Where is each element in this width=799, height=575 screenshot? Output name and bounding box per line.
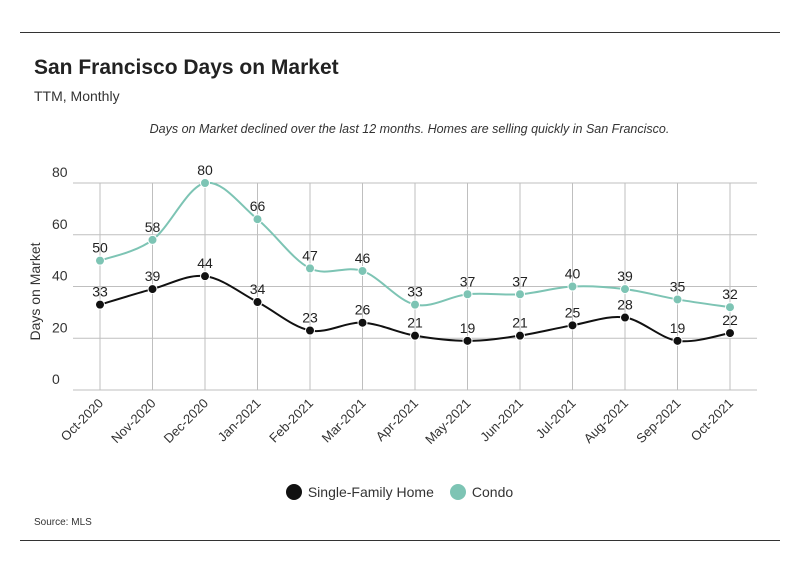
data-point-0-11	[672, 335, 683, 346]
legend-swatch-condo	[449, 484, 466, 500]
chart-subtitle: TTM, Monthly	[34, 88, 120, 104]
data-label-0-0: 33	[92, 284, 108, 300]
y-tick-label-60: 60	[52, 216, 68, 232]
x-tick-label-11: Sep-2021	[633, 396, 683, 446]
data-label-0-3: 34	[250, 281, 266, 297]
data-label-1-10: 39	[617, 268, 633, 284]
legend: Single-Family Home Condo	[0, 484, 799, 500]
data-label-0-4: 23	[302, 309, 318, 325]
x-tick-label-0: Oct-2020	[58, 396, 106, 444]
data-point-1-9	[567, 281, 578, 292]
legend-item-single-family: Single-Family Home	[285, 484, 434, 500]
data-point-1-0	[95, 255, 105, 266]
top-rule	[20, 32, 780, 33]
data-label-0-11: 19	[670, 320, 686, 336]
data-point-0-1	[147, 284, 158, 295]
data-point-0-6	[410, 330, 420, 341]
data-point-0-3	[252, 297, 263, 308]
x-tick-label-2: Dec-2020	[161, 396, 211, 446]
data-point-0-2	[200, 271, 210, 282]
data-label-0-5: 26	[355, 302, 371, 318]
data-point-1-11	[672, 294, 683, 305]
source-note: Source: MLS	[34, 517, 92, 528]
data-label-1-11: 35	[670, 278, 686, 294]
data-point-0-4	[305, 325, 315, 336]
x-tick-label-12: Oct-2021	[688, 396, 736, 444]
data-label-0-12: 22	[722, 312, 738, 328]
y-tick-label-40: 40	[52, 268, 68, 284]
data-label-1-12: 32	[722, 286, 738, 302]
chart-title: San Francisco Days on Market	[34, 56, 339, 79]
data-label-1-3: 66	[250, 198, 266, 214]
data-point-1-2	[200, 178, 210, 188]
data-point-0-8	[515, 330, 525, 341]
data-point-0-0	[95, 299, 105, 310]
data-point-0-9	[567, 320, 578, 331]
y-tick-label-0: 0	[52, 371, 60, 387]
data-point-1-5	[357, 265, 368, 276]
data-label-1-7: 37	[460, 273, 476, 289]
data-point-0-10	[620, 312, 630, 323]
x-tick-label-4: Feb-2021	[266, 396, 316, 446]
data-label-1-0: 50	[92, 240, 108, 256]
data-point-1-4	[305, 263, 315, 274]
y-tick-label-20: 20	[52, 319, 68, 335]
data-point-0-12	[725, 328, 735, 339]
data-label-0-10: 28	[617, 297, 633, 313]
data-label-1-4: 47	[302, 247, 318, 263]
chart-note: Days on Market declined over the last 12…	[149, 122, 670, 136]
data-point-1-8	[515, 289, 525, 300]
legend-item-condo: Condo	[449, 484, 514, 500]
legend-swatch-single-family	[285, 484, 302, 500]
data-point-0-7	[462, 335, 473, 346]
data-label-0-9: 25	[565, 304, 581, 320]
data-label-0-1: 39	[145, 268, 161, 284]
data-label-1-9: 40	[565, 266, 581, 282]
data-label-0-6: 21	[407, 315, 423, 331]
data-label-1-2: 80	[197, 162, 213, 178]
x-tick-label-3: Jan-2021	[215, 396, 264, 445]
data-point-1-3	[252, 214, 263, 225]
data-point-1-10	[620, 284, 630, 295]
x-tick-label-10: Aug-2021	[581, 396, 631, 446]
data-label-0-8: 21	[512, 315, 528, 331]
data-label-1-5: 46	[355, 250, 371, 266]
x-tick-label-5: Mar-2021	[319, 396, 369, 446]
x-tick-label-1: Nov-2020	[108, 396, 158, 446]
legend-label-condo: Condo	[471, 484, 514, 500]
data-point-1-1	[147, 234, 158, 245]
y-tick-label-80: 80	[52, 164, 68, 180]
data-point-0-5	[357, 317, 368, 328]
data-point-1-7	[462, 289, 473, 300]
bottom-rule	[20, 540, 780, 541]
x-tick-label-8: Jun-2021	[477, 396, 526, 445]
x-tick-label-9: Jul-2021	[533, 396, 579, 442]
data-label-1-8: 37	[512, 273, 528, 289]
legend-label-single-family: Single-Family Home	[307, 484, 434, 500]
data-label-1-6: 33	[407, 284, 423, 300]
data-label-1-1: 58	[145, 219, 161, 235]
data-label-0-2: 44	[197, 255, 213, 271]
data-point-1-12	[725, 302, 735, 313]
data-point-1-6	[410, 299, 420, 310]
y-axis-label: Days on Market	[27, 242, 43, 340]
x-tick-label-7: May-2021	[422, 396, 473, 447]
x-tick-label-6: Apr-2021	[373, 396, 421, 444]
data-label-0-7: 19	[460, 320, 476, 336]
